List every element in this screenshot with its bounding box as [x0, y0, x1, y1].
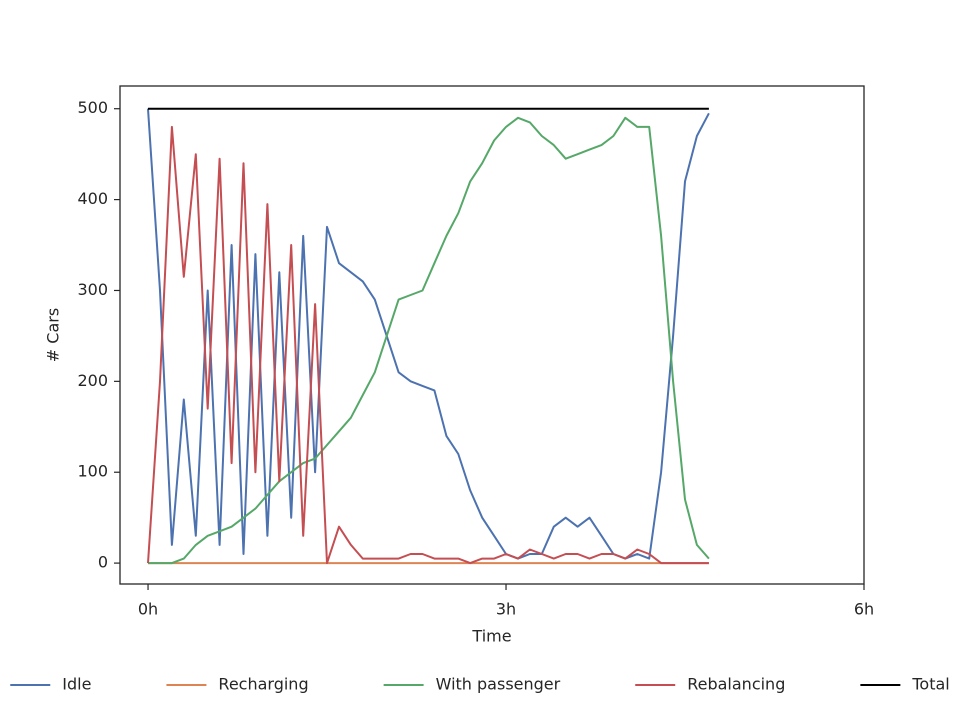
y-tick-label: 400: [77, 189, 108, 208]
legend-label: Rebalancing: [687, 675, 785, 694]
plot-frame: [119, 85, 865, 585]
legend-label: Recharging: [218, 675, 308, 694]
legend-label: Total: [911, 675, 949, 694]
y-tick-label: 300: [77, 280, 108, 299]
series-line: [148, 116, 710, 565]
y-tick-label: 0: [98, 553, 108, 572]
legend-label: Idle: [62, 675, 91, 694]
series-line: [147, 125, 709, 565]
y-axis-label: # Cars: [44, 308, 63, 362]
x-tick-label: 6h: [854, 600, 874, 619]
y-tick-label: 500: [77, 98, 108, 117]
x-axis-label: Time: [471, 627, 511, 646]
x-tick-label: 0h: [138, 600, 158, 619]
y-tick-label: 200: [77, 371, 108, 390]
legend-label: With passenger: [436, 675, 561, 694]
y-tick-label: 100: [77, 462, 108, 481]
series-line: [147, 108, 710, 560]
x-tick-label: 3h: [496, 600, 516, 619]
